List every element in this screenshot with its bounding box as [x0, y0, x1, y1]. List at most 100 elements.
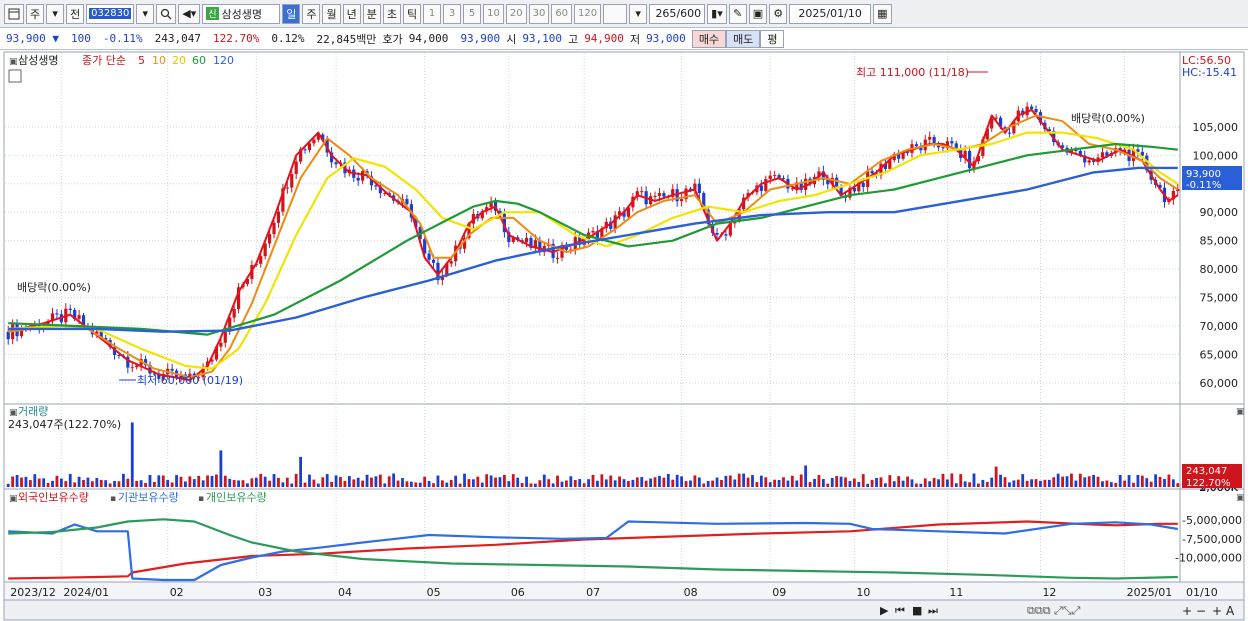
stock-dropdown-icon[interactable]: ▾: [136, 3, 155, 24]
volume-bar: [325, 474, 329, 487]
volume-bar: [166, 480, 170, 487]
period-second-tab[interactable]: 초: [382, 3, 401, 24]
volume-close-icon[interactable]: ▣: [1236, 407, 1245, 417]
candle-body: [436, 262, 440, 281]
interval-60-button[interactable]: 60: [551, 3, 573, 24]
stock-code-input[interactable]: 032830: [86, 3, 135, 24]
date-tick-label: 2025/01: [1127, 586, 1173, 599]
zoom-reset-icon[interactable]: +: [1212, 604, 1222, 618]
volume-bar: [254, 477, 258, 487]
interval-5-button[interactable]: 5: [463, 3, 482, 24]
candle-body: [405, 199, 409, 205]
table-icon[interactable]: [8, 69, 22, 83]
holdings-close-icon[interactable]: ▣: [1236, 493, 1245, 503]
volume-bar: [799, 474, 803, 487]
period-minute-tab[interactable]: 분: [362, 3, 381, 24]
mode-dropdown-icon[interactable]: ▾: [46, 3, 65, 24]
interval-3-button[interactable]: 3: [443, 3, 462, 24]
data-count-field[interactable]: 265/600: [649, 3, 706, 24]
zoom-out-icon[interactable]: −: [1196, 604, 1206, 618]
interval-1-button[interactable]: 1: [423, 3, 442, 24]
volume-bar: [86, 477, 90, 487]
candle-body: [764, 179, 768, 191]
mode-select[interactable]: 주: [26, 3, 45, 24]
ma-legend-20: 20: [172, 54, 186, 67]
interval-dropdown-icon[interactable]: ▾: [629, 3, 648, 24]
scroll-bar[interactable]: [3, 599, 1245, 621]
interval-30-button[interactable]: 30: [528, 3, 550, 24]
ma-line-5: [7, 108, 1179, 382]
volume-bar: [1109, 482, 1113, 487]
scroll-stop-icon[interactable]: ■: [912, 604, 922, 617]
buy-button[interactable]: 매수: [691, 29, 727, 48]
chart-svg[interactable]: 105,000100,00095,00090,00085,00080,00075…: [0, 50, 1248, 621]
volume-bar: [1158, 476, 1162, 487]
volume-bar: [232, 480, 236, 487]
font-size-icon[interactable]: A: [1226, 604, 1235, 618]
holdings-panel-marker-icon[interactable]: ▣: [9, 494, 18, 504]
zoom-in-icon[interactable]: +: [1182, 604, 1192, 618]
volume-bar: [689, 480, 692, 487]
zoom-tools-icon[interactable]: ⧉⧉⧉ ⤢⤡⤢: [1027, 604, 1081, 617]
scroll-right-icon[interactable]: ▶: [880, 604, 889, 617]
volume-bar: [534, 483, 537, 487]
candle-body: [223, 331, 227, 343]
candle-body: [555, 257, 560, 259]
interval-20-button[interactable]: 20: [505, 3, 527, 24]
volume-bar: [285, 477, 289, 487]
candle-body: [662, 193, 666, 197]
volume-title: 거래량: [18, 405, 48, 418]
interval-10-button[interactable]: 10: [483, 3, 504, 24]
draw-tools-icon[interactable]: ✎: [728, 3, 747, 24]
stock-name-field[interactable]: 신 삼성생명: [202, 3, 281, 24]
date-input[interactable]: 2025/01/10: [789, 3, 872, 24]
candle-body: [445, 263, 449, 276]
volume-bar: [454, 475, 458, 487]
open-price: 93,100: [522, 32, 563, 45]
price-tick-label: 80,000: [1200, 263, 1239, 276]
volume-bar: [596, 480, 599, 487]
interval-input[interactable]: [603, 3, 628, 24]
candle-body: [431, 259, 436, 263]
period-month-tab[interactable]: 월: [322, 3, 341, 24]
save-icon[interactable]: ▣: [748, 3, 768, 24]
period-year-tab[interactable]: 년: [342, 3, 361, 24]
volume-bar: [130, 422, 134, 487]
volume-bar: [290, 483, 294, 487]
scroll-last-icon[interactable]: ⏭: [928, 604, 938, 617]
volume-bar: [219, 450, 223, 487]
interval-120-button[interactable]: 120: [574, 3, 602, 24]
period-day-tab[interactable]: 일: [282, 3, 301, 24]
evaluate-button[interactable]: 평: [760, 29, 785, 48]
speaker-icon[interactable]: ◀▾: [178, 3, 201, 24]
volume-bar: [157, 475, 161, 487]
volume-bar: [396, 480, 400, 487]
candle-body: [936, 145, 941, 148]
volume-bar: [653, 477, 657, 487]
candle-body: [68, 308, 72, 310]
chart-type-icon[interactable]: ▮▾: [707, 3, 727, 24]
layout-icon[interactable]: [4, 3, 24, 24]
period-tick-tab[interactable]: 틱: [402, 3, 422, 24]
volume-current-label: 243,047주(122.70%): [8, 418, 121, 431]
current-price-tag-change: -0.11%: [1186, 180, 1221, 191]
price-tick-label: 65,000: [1200, 348, 1239, 361]
sell-button[interactable]: 매도: [726, 29, 761, 48]
candle-body: [728, 223, 732, 236]
volume-bar: [1012, 480, 1016, 487]
volume-bar: [1118, 474, 1122, 487]
candle-body: [954, 143, 958, 149]
low-label: 저: [629, 32, 641, 46]
volume-bar: [392, 473, 396, 487]
candle-body: [600, 228, 604, 240]
search-icon[interactable]: [156, 3, 177, 24]
panel-marker-icon[interactable]: ▣: [9, 57, 18, 67]
scroll-first-icon[interactable]: ⏮: [895, 604, 905, 617]
settings-gear-icon[interactable]: ⚙: [769, 3, 788, 24]
volume-panel-marker-icon[interactable]: ▣: [9, 408, 18, 418]
period-week-tab[interactable]: 주: [302, 3, 321, 24]
calendar-icon[interactable]: ▦: [873, 3, 892, 24]
prev-button[interactable]: 전: [66, 3, 85, 24]
price-tick-label: 105,000: [1193, 121, 1239, 134]
volume-bar: [804, 465, 808, 487]
